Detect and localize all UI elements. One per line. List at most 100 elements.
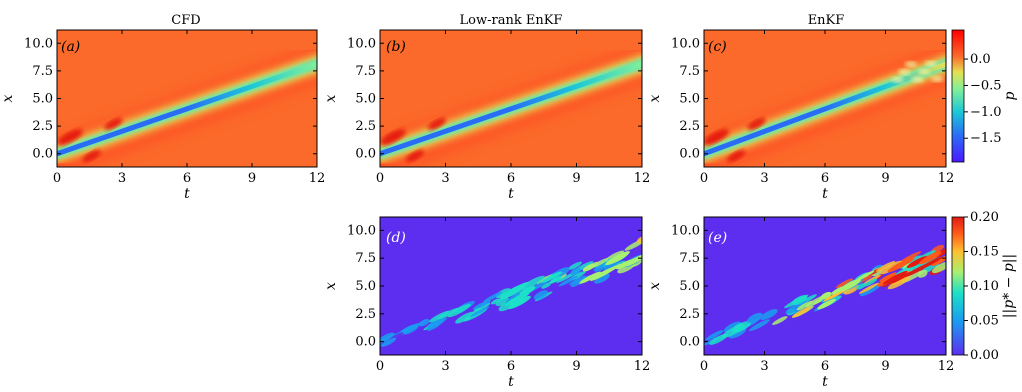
colorbar-tick-label: 0.10 — [970, 279, 999, 294]
error-streak — [520, 275, 545, 290]
error-streak — [839, 278, 862, 292]
error-streak — [426, 317, 448, 330]
y-axis-label: x — [647, 282, 663, 290]
y-tick-label: 0.0 — [355, 147, 376, 162]
y-tick-label: 0.0 — [679, 335, 700, 350]
error-streak — [495, 297, 509, 307]
y-axis-label: x — [323, 94, 339, 102]
axes-a: 0 3 6 9 12 0.0 2.5 5.0 7.5 10.0 t x — [0, 29, 326, 202]
colorbar-gradient — [951, 29, 965, 163]
y-tick-label: 10.0 — [347, 36, 376, 51]
x-tick-label: 0 — [700, 359, 708, 374]
x-tick-label: 6 — [507, 171, 515, 186]
x-tick-label: 12 — [634, 359, 651, 374]
error-streak — [533, 290, 549, 300]
panel-d: (d) 0 3 6 9 12 0.0 2.5 5.0 7.5 10.0 t x — [323, 216, 651, 390]
error-streak — [541, 282, 552, 289]
y-tick-label: 7.5 — [355, 251, 376, 266]
panel-a: CFD (a) 0 3 6 9 12 0.0 2.5 5.0 7.5 10.0 t x — [0, 13, 326, 202]
y-tick-label: 0.0 — [679, 147, 700, 162]
error-streak — [380, 332, 395, 343]
x-tick-label: 6 — [821, 171, 829, 186]
wave-core — [57, 61, 317, 157]
error-streak — [863, 278, 878, 287]
error-streak — [749, 319, 770, 332]
error-streak — [904, 261, 933, 278]
error-streak — [733, 322, 744, 329]
error-streak — [835, 278, 853, 289]
error-streak — [785, 300, 808, 314]
heatmap-d — [380, 217, 642, 355]
panel-label: (a) — [61, 39, 80, 55]
error-streak — [605, 251, 630, 266]
x-tick-label: 12 — [938, 359, 955, 374]
error-streak — [507, 295, 531, 310]
error-streak — [791, 295, 808, 306]
y-tick-label: 7.5 — [679, 251, 700, 266]
error-streak — [822, 288, 849, 302]
error-streak — [817, 298, 837, 310]
wave-core — [380, 61, 642, 157]
wave-core — [704, 61, 946, 157]
error-streak — [879, 272, 897, 282]
axes-c: 0 3 6 9 12 0.0 2.5 5.0 7.5 10.0 t x — [647, 29, 955, 202]
assimilation-noise — [891, 76, 904, 83]
error-streak — [709, 333, 728, 345]
pressure-spot — [104, 118, 123, 130]
error-streak — [617, 255, 642, 269]
error-streak — [568, 261, 582, 270]
error-streak — [932, 261, 946, 274]
heatmap-b — [380, 30, 642, 167]
pressure-spot — [727, 150, 746, 162]
error-streak — [419, 319, 430, 327]
panel-c: EnKF (c) 0 3 6 9 12 0.0 2.5 5.0 7.5 10.0 t x — [647, 13, 955, 202]
x-tick-label: 0 — [376, 171, 384, 186]
x-axis-label: t — [822, 186, 828, 202]
x-tick-label: 9 — [572, 171, 580, 186]
x-tick-label: 12 — [309, 171, 326, 186]
y-tick-label: 5.0 — [32, 92, 53, 107]
assimilation-noise — [918, 68, 931, 75]
error-streak — [428, 310, 450, 323]
x-tick-label: 6 — [507, 359, 515, 374]
heatmap-e — [704, 217, 946, 355]
assimilation-noise — [931, 76, 944, 83]
pressure-spot — [747, 118, 766, 130]
error-streak — [469, 306, 490, 318]
colorbar-tick-label: −0.5 — [970, 78, 1002, 93]
panel-b: Low-rank EnKF (b) 0 3 6 9 12 0.0 2.5 5.0 7.5 10.0… — [323, 13, 650, 202]
panel-e: (e) 0 3 6 9 12 0.0 2.5 5.0 7.5 10.0 t x — [647, 216, 955, 390]
error-streak — [507, 285, 522, 295]
y-tick-label: 7.5 — [32, 64, 53, 79]
y-tick-label: 2.5 — [679, 307, 700, 322]
panel-title: EnKF — [808, 13, 845, 28]
x-tick-label: 3 — [118, 171, 126, 186]
panel-title: CFD — [171, 13, 200, 28]
colorbar-tick-label: 0.0 — [970, 52, 991, 67]
error-streak — [569, 275, 586, 286]
x-tick-label: 0 — [700, 171, 708, 186]
x-tick-label: 9 — [572, 359, 580, 374]
assimilation-noise — [924, 60, 937, 67]
x-axis-label: t — [508, 374, 514, 390]
axes-d: 0 3 6 9 12 0.0 2.5 5.0 7.5 10.0 t x — [323, 216, 651, 390]
x-tick-label: 3 — [760, 171, 768, 186]
error-streak — [558, 275, 578, 287]
x-axis-label: t — [822, 374, 828, 390]
pressure-spot — [704, 129, 729, 146]
assimilation-noise — [898, 69, 911, 76]
error-streak — [906, 256, 928, 268]
x-tick-label: 3 — [441, 171, 449, 186]
x-tick-label: 3 — [760, 359, 768, 374]
pressure-spot — [380, 129, 406, 146]
error-streak — [917, 269, 928, 278]
panel-title: Low-rank EnKF — [460, 13, 563, 28]
colorbar-tick-label: 0.00 — [970, 348, 999, 363]
y-tick-label: 7.5 — [355, 64, 376, 79]
x-tick-label: 12 — [938, 171, 955, 186]
y-tick-label: 10.0 — [671, 36, 700, 51]
x-tick-label: 3 — [441, 359, 449, 374]
x-tick-label: 6 — [183, 171, 191, 186]
y-tick-label: 2.5 — [32, 119, 53, 134]
error-streak — [791, 306, 811, 318]
